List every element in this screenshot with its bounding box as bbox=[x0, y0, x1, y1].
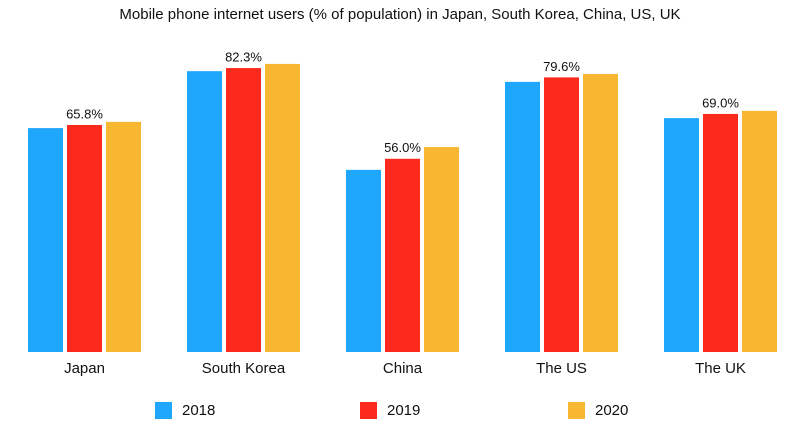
x-tick-label: The UK bbox=[695, 360, 746, 377]
bar bbox=[742, 110, 777, 352]
value-label: 56.0% bbox=[384, 140, 421, 155]
bar bbox=[106, 121, 141, 352]
bar bbox=[544, 77, 579, 352]
bar bbox=[664, 118, 699, 352]
bar bbox=[703, 113, 738, 352]
legend-label: 2018 bbox=[182, 402, 215, 419]
x-tick-label: Japan bbox=[64, 360, 105, 377]
bar bbox=[346, 169, 381, 352]
value-label: 65.8% bbox=[66, 106, 103, 121]
bar bbox=[187, 71, 222, 353]
bar bbox=[424, 147, 459, 352]
x-tick-label: China bbox=[383, 360, 423, 377]
legend-swatch bbox=[360, 402, 377, 419]
bar bbox=[265, 63, 300, 353]
x-tick-label: The US bbox=[536, 360, 587, 377]
legend-swatch bbox=[568, 402, 585, 419]
value-label: 79.6% bbox=[543, 59, 580, 74]
bar bbox=[583, 73, 618, 353]
value-label: 82.3% bbox=[225, 50, 262, 65]
bar bbox=[385, 158, 420, 352]
chart-title: Mobile phone internet users (% of popula… bbox=[119, 6, 680, 23]
bar bbox=[67, 124, 102, 353]
legend-label: 2020 bbox=[595, 402, 628, 419]
bar bbox=[226, 68, 261, 352]
value-label: 69.0% bbox=[702, 95, 739, 110]
bar bbox=[28, 128, 63, 352]
legend-swatch bbox=[155, 402, 172, 419]
x-tick-label: South Korea bbox=[202, 360, 286, 377]
legend-label: 2019 bbox=[387, 402, 420, 419]
bar bbox=[505, 81, 540, 353]
